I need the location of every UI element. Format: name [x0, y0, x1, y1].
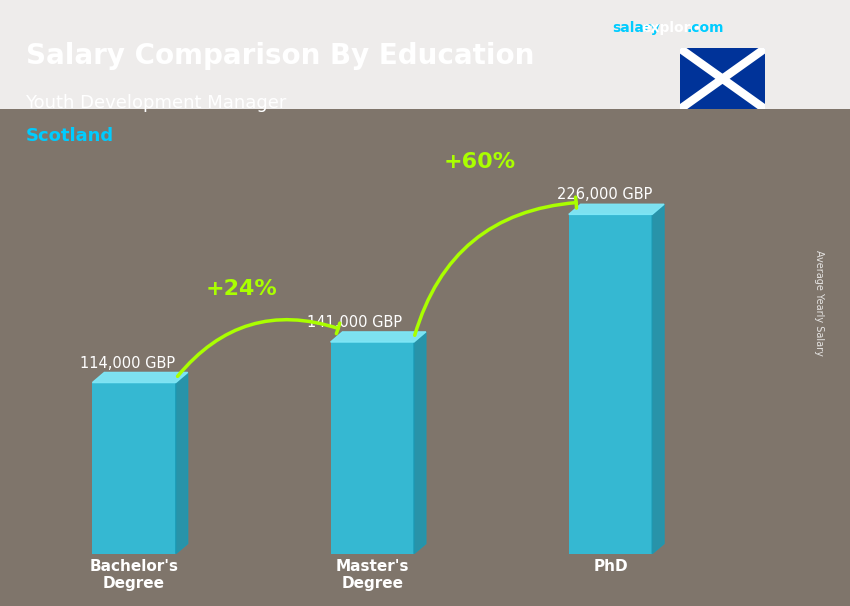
FancyBboxPatch shape: [93, 382, 176, 554]
Text: Youth Development Manager: Youth Development Manager: [26, 94, 286, 112]
Text: explorer: explorer: [642, 21, 707, 35]
Polygon shape: [331, 332, 426, 342]
Polygon shape: [652, 204, 664, 554]
Text: +60%: +60%: [444, 152, 515, 171]
Polygon shape: [176, 373, 188, 554]
Text: Average Yearly Salary: Average Yearly Salary: [814, 250, 824, 356]
Text: 114,000 GBP: 114,000 GBP: [81, 356, 176, 370]
Text: +24%: +24%: [206, 279, 277, 299]
Text: Scotland: Scotland: [26, 127, 114, 145]
Text: 226,000 GBP: 226,000 GBP: [557, 187, 652, 202]
Polygon shape: [93, 373, 188, 382]
Text: 141,000 GBP: 141,000 GBP: [307, 315, 402, 330]
Polygon shape: [414, 332, 426, 554]
Text: salary: salary: [612, 21, 660, 35]
FancyBboxPatch shape: [569, 215, 652, 554]
Text: .com: .com: [687, 21, 724, 35]
Text: Salary Comparison By Education: Salary Comparison By Education: [26, 42, 534, 70]
Polygon shape: [569, 204, 664, 215]
FancyBboxPatch shape: [331, 342, 414, 554]
